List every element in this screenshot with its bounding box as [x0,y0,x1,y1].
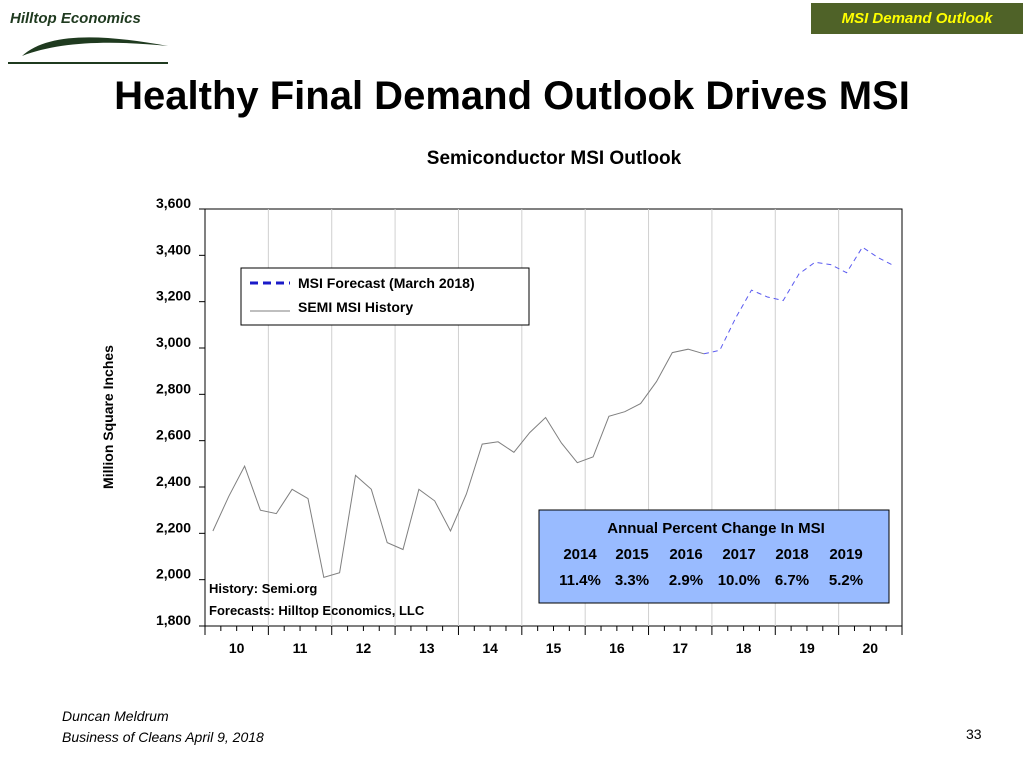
logo-text: Hilltop Economics [10,10,141,27]
x-tick-label: 13 [419,640,435,656]
y-tick-label: 3,400 [156,241,191,257]
source-history-note: History: Semi.org [209,581,317,596]
source-forecast-note: Forecasts: Hilltop Economics, LLC [209,603,425,618]
legend-forecast-label: MSI Forecast (March 2018) [298,275,475,291]
section-tag: MSI Demand Outlook [811,3,1023,34]
annual-change-years: 2014 2015 2016 2017 2018 2019 [563,546,862,563]
y-tick-label: 1,800 [156,612,191,628]
y-tick-label: 2,000 [156,566,191,582]
y-axis: 1,800 2,000 2,200 2,400 2,600 2,800 3,000 3,200… [156,195,205,628]
legend: MSI Forecast (March 2018) SEMI MSI Histo… [240,267,530,326]
annual-change-table: Annual Percent Change In MSI 2014 2015 201… [538,509,890,604]
table-value: 5.2% [829,572,863,589]
x-tick-label: 19 [799,640,815,656]
series-lines [212,246,895,579]
table-value: 11.4% [559,572,601,589]
hill-swoosh-icon [8,37,168,64]
history-series-line [212,348,705,579]
table-year: 2017 [722,546,755,563]
logo: Hilltop Economics [8,8,178,68]
annual-change-title: Annual Percent Change In MSI [607,520,825,537]
footer-event: Business of Cleans April 9, 2018 [62,729,264,745]
x-tick-label: 14 [482,640,498,656]
table-year: 2016 [669,546,702,563]
annual-change-values: 11.4% 3.3% 2.9% 10.0% 6.7% 5.2% [559,572,863,589]
y-tick-label: 2,400 [156,473,191,489]
legend-history-label: SEMI MSI History [298,299,413,315]
slide-title: Healthy Final Demand Outlook Drives MSI [114,74,910,118]
y-tick-label: 2,600 [156,427,191,443]
x-tick-label: 16 [609,640,625,656]
forecast-series-line [703,246,895,355]
chart-title: Semiconductor MSI Outlook [427,148,682,169]
table-value: 2.9% [669,572,703,589]
table-year: 2014 [563,546,597,563]
x-tick-label: 20 [863,640,879,656]
x-tick-label: 17 [672,640,688,656]
x-axis: 10 11 12 13 14 15 16 17 18 19 20 [204,626,903,656]
table-year: 2019 [829,546,862,563]
table-year: 2018 [775,546,808,563]
footer-author: Duncan Meldrum [62,708,169,724]
footer: Duncan Meldrum Business of Cleans April … [62,706,264,748]
y-tick-label: 3,000 [156,334,191,350]
y-tick-label: 3,600 [156,195,191,211]
table-year: 2015 [615,546,648,563]
y-axis-label: Million Square Inches [100,345,116,489]
x-tick-label: 11 [293,640,308,656]
page-number: 33 [966,726,982,742]
y-tick-label: 3,200 [156,288,191,304]
x-tick-label: 15 [546,640,562,656]
table-value: 10.0% [718,572,761,589]
x-tick-label: 12 [356,640,372,656]
y-tick-label: 2,200 [156,519,191,535]
table-value: 6.7% [775,572,809,589]
y-tick-label: 2,800 [156,380,191,396]
x-tick-label: 10 [229,640,245,656]
x-tick-label: 18 [736,640,752,656]
table-value: 3.3% [615,572,649,589]
msi-line-chart: Semiconductor MSI Outlook Million Square… [100,148,903,656]
